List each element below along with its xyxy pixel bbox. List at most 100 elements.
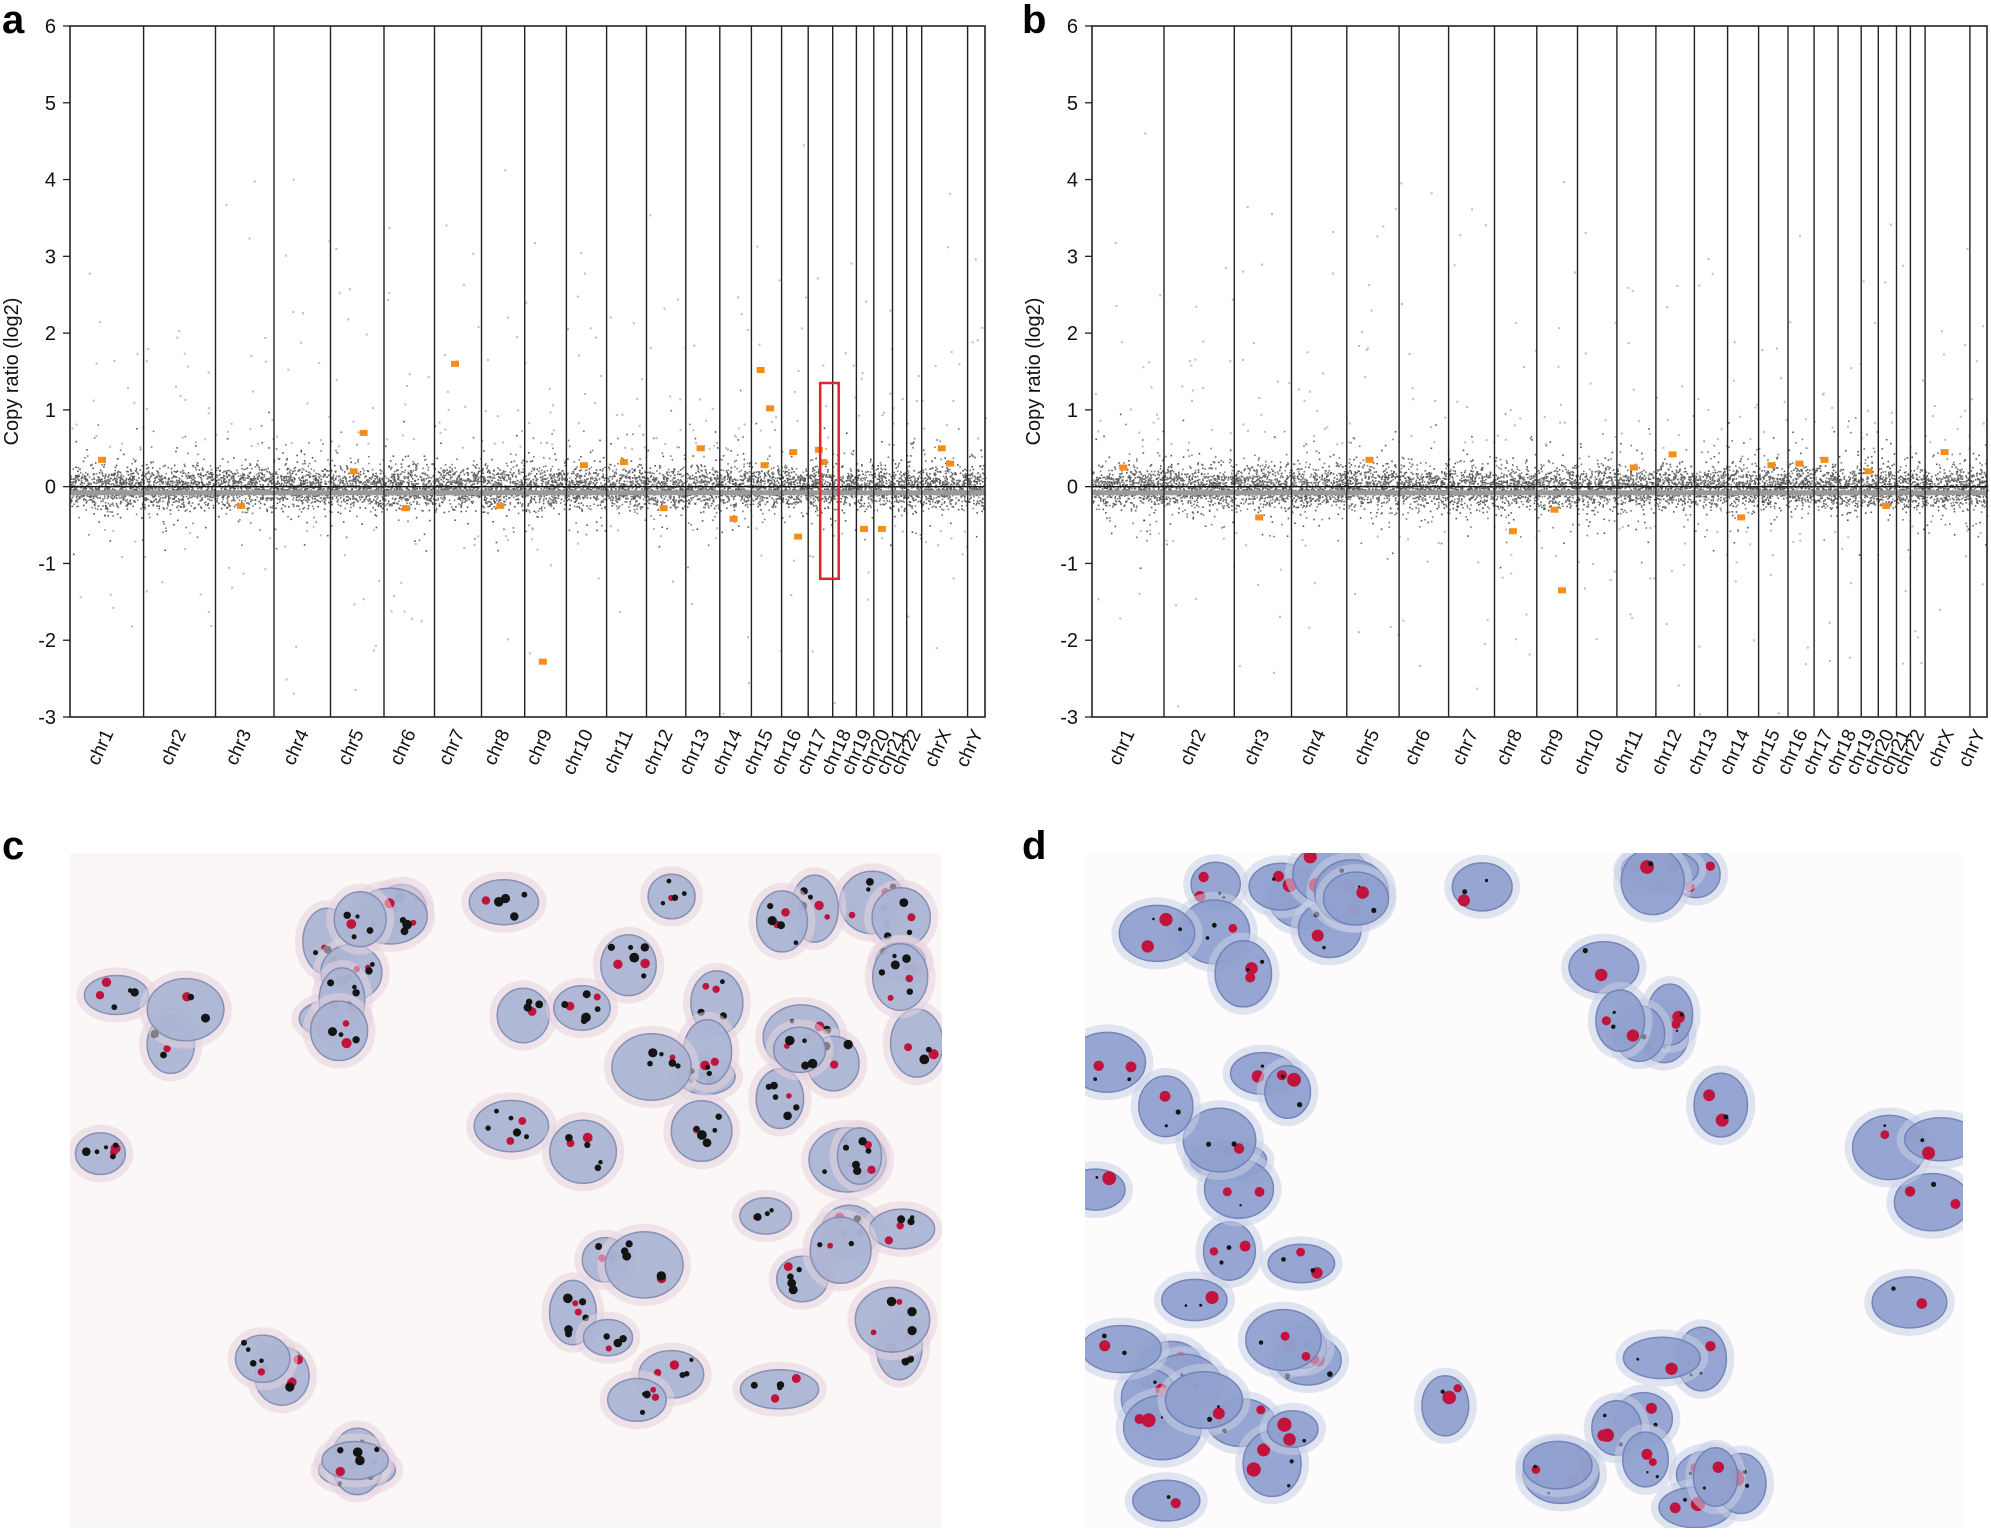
cell-nucleus [809, 1216, 872, 1285]
red-signal-dot [884, 1236, 894, 1245]
black-signal-dot [82, 1147, 91, 1156]
black-signal-dot [843, 1039, 853, 1050]
black-signal-dot [656, 1271, 666, 1281]
y-tick-label: 6 [1067, 16, 1078, 38]
cell-nucleus [234, 1334, 291, 1384]
red-signal-dot [1212, 1407, 1225, 1420]
black-signal-dot [160, 1051, 167, 1059]
black-signal-dot [187, 993, 195, 1001]
black-signal-dot [777, 921, 785, 930]
black-signal-dot [352, 1036, 360, 1044]
black-signal-dot [842, 1144, 850, 1151]
black-signal-dot [668, 1059, 677, 1067]
black-signal-dot [640, 943, 649, 952]
segment-mark [236, 502, 245, 509]
red-signal-dot [1904, 1186, 1916, 1197]
red-signal-dot [702, 982, 710, 990]
cell-nucleus [604, 1231, 684, 1299]
red-signal-dot [1458, 894, 1470, 907]
red-signal-dot [712, 985, 720, 993]
black-signal-dot [1217, 1405, 1220, 1409]
red-signal-dot [669, 1360, 680, 1370]
segment-mark [1255, 514, 1264, 521]
cell-nucleus [854, 1286, 931, 1353]
segment-mark [1668, 451, 1677, 458]
red-signal-dot [101, 977, 112, 987]
segment-mark [766, 405, 775, 412]
black-signal-dot [878, 969, 886, 976]
black-signal-dot [783, 1111, 792, 1121]
black-signal-dot [127, 988, 133, 993]
cell-nucleus [1161, 1278, 1228, 1322]
black-signal-dot [245, 1347, 251, 1352]
black-signal-dot [787, 1273, 794, 1280]
red-signal-dot [1880, 1130, 1890, 1140]
red-signal-dot [1125, 1061, 1137, 1073]
red-signal-dot [257, 1368, 265, 1376]
black-signal-dot [1178, 927, 1182, 932]
scatter-points-b [1092, 132, 1989, 716]
black-signal-dot [1207, 1416, 1213, 1422]
black-signal-dot [817, 1242, 823, 1248]
segment-mark [1820, 456, 1829, 463]
y-tick-label: 1 [45, 400, 56, 422]
red-signal-dot [1665, 1362, 1678, 1375]
y-tick-label: 4 [45, 170, 56, 192]
x-tick-label-chr6: chr6 [386, 726, 421, 768]
black-signal-dot [886, 1296, 897, 1307]
black-signal-dot [337, 1447, 344, 1454]
segment-mark [1882, 502, 1891, 509]
black-signal-dot [767, 916, 777, 926]
black-signal-dot [907, 1307, 917, 1317]
black-signal-dot [1462, 889, 1468, 895]
black-signal-dot [671, 894, 679, 901]
black-signal-dot [769, 1208, 774, 1213]
black-signal-dot [689, 1357, 694, 1362]
black-signal-dot [681, 891, 687, 896]
segment-mark [1864, 468, 1873, 475]
segment-mark [756, 367, 765, 373]
x-tick-label-chrY: chrY [1954, 726, 1990, 771]
red-signal-dot [95, 991, 105, 1000]
black-signal-dot [1246, 968, 1250, 972]
segment-mark [860, 525, 868, 532]
red-signal-dot [1311, 929, 1324, 942]
segment-mark [794, 533, 803, 540]
red-signal-dot [650, 1386, 657, 1393]
black-signal-dot [595, 1243, 603, 1250]
y-tick-label: -2 [1060, 630, 1078, 652]
segment-mark [760, 462, 769, 469]
black-signal-dot [103, 1145, 109, 1150]
black-signal-dot [793, 940, 799, 945]
black-signal-dot [720, 979, 725, 985]
red-signal-dot [1159, 1090, 1171, 1102]
black-signal-dot [892, 953, 897, 959]
black-signal-dot [130, 988, 139, 997]
segment-mark [819, 459, 828, 466]
x-tick-label-chr8: chr8 [480, 726, 515, 768]
black-signal-dot [764, 1211, 770, 1217]
segment-mark [659, 505, 668, 512]
black-signal-dot [110, 1153, 116, 1160]
cell-nucleus [1871, 1276, 1948, 1329]
black-signal-dot [564, 1325, 573, 1334]
black-signal-dot [1219, 1260, 1224, 1265]
cell-nucleus [836, 1127, 883, 1185]
black-signal-dot [1655, 1475, 1659, 1479]
x-tick-label-chr11: chr11 [1609, 726, 1648, 777]
red-signal-dot [1648, 1458, 1657, 1467]
ish-micrograph-c [70, 853, 942, 1528]
red-signal-dot [1712, 1461, 1724, 1473]
x-tick-label-chr1: chr1 [84, 726, 119, 768]
black-signal-dot [1648, 861, 1654, 867]
red-signal-dot [814, 900, 824, 911]
black-signal-dot [1211, 922, 1217, 928]
red-signal-dot [904, 1043, 913, 1052]
black-signal-dot [890, 960, 900, 970]
black-signal-dot [1883, 1124, 1887, 1127]
red-signal-dot [669, 1054, 676, 1061]
red-signal-dot [1254, 1187, 1265, 1197]
black-signal-dot [1122, 1350, 1127, 1356]
cell-nucleus [1522, 1440, 1593, 1490]
y-tick-label: -2 [38, 630, 56, 652]
